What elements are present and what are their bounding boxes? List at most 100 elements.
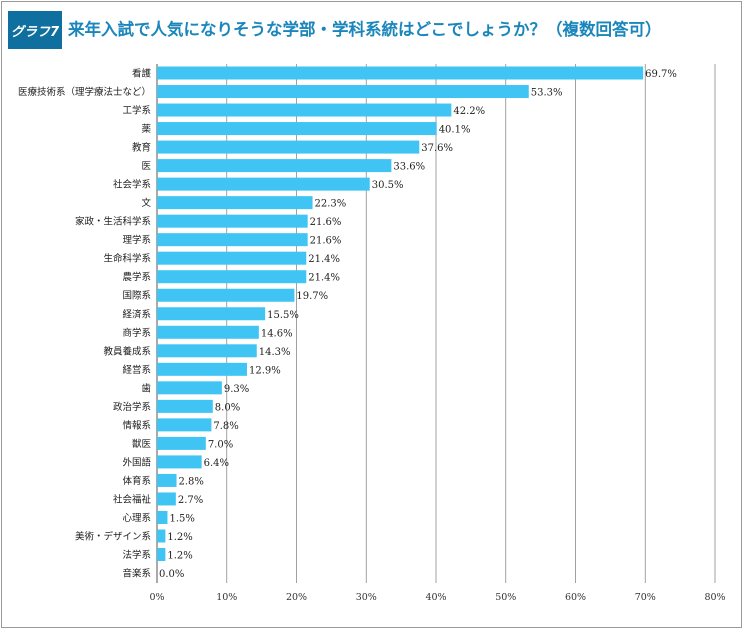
value-label: 21.4% xyxy=(308,254,340,265)
value-label: 69.7% xyxy=(645,69,677,80)
bar xyxy=(157,529,166,543)
bar xyxy=(157,510,168,524)
bar xyxy=(157,473,177,487)
category-label: 医 xyxy=(141,161,151,172)
value-label: 21.6% xyxy=(310,217,342,228)
x-tick-labels: 0% 10% 20% 30% 40% 50% 60% 70% 80% xyxy=(149,592,725,603)
value-label: 40.1% xyxy=(439,125,471,136)
category-label: 国際系 xyxy=(122,290,151,302)
bar xyxy=(157,122,437,136)
value-label: 1.2% xyxy=(167,551,192,562)
x-tick-label: 10% xyxy=(216,592,237,603)
category-label: 教育 xyxy=(132,142,151,154)
value-labels: 69.7% 53.3% 42.2% 40.1% 37.6% 33.6% 30.5% 22.3%… xyxy=(159,69,677,580)
bar xyxy=(157,103,452,117)
category-label: 商学系 xyxy=(122,327,151,339)
category-label: 経営系 xyxy=(122,364,151,376)
value-label: 22.3% xyxy=(315,199,347,210)
value-label: 6.4% xyxy=(204,458,229,469)
bars xyxy=(157,66,644,562)
category-label: 経済系 xyxy=(122,308,151,320)
value-label: 1.2% xyxy=(167,532,192,543)
category-label: 美術・デザイン系 xyxy=(75,531,151,543)
value-label: 0.0% xyxy=(159,569,184,580)
category-label: 体育系 xyxy=(122,475,151,487)
bar xyxy=(157,140,420,154)
value-label: 14.3% xyxy=(259,347,291,358)
bar xyxy=(157,159,392,173)
value-label: 33.6% xyxy=(393,162,425,173)
x-tick-label: 50% xyxy=(495,592,516,603)
bar xyxy=(157,85,529,99)
value-label: 21.4% xyxy=(308,273,340,284)
value-label: 1.5% xyxy=(169,513,194,524)
bar xyxy=(157,177,370,191)
x-tick-label: 60% xyxy=(565,592,586,603)
category-label: 理学系 xyxy=(122,234,151,246)
bar xyxy=(157,325,259,339)
bar xyxy=(157,233,308,247)
value-label: 12.9% xyxy=(249,365,281,376)
category-label: 法学系 xyxy=(122,549,151,561)
bar xyxy=(157,288,295,302)
value-label: 2.7% xyxy=(178,495,203,506)
category-label: 工学系 xyxy=(122,105,151,117)
category-label: 歯 xyxy=(141,382,151,394)
bar xyxy=(157,307,266,321)
value-label: 15.5% xyxy=(267,310,299,321)
category-label: 農学系 xyxy=(122,271,151,283)
bar xyxy=(157,455,202,469)
value-label: 53.3% xyxy=(531,88,563,99)
value-label: 37.6% xyxy=(421,143,453,154)
category-label: 教員養成系 xyxy=(103,345,151,357)
bar xyxy=(157,492,176,506)
bar xyxy=(157,214,308,228)
bar xyxy=(157,418,212,432)
x-tick-label: 30% xyxy=(356,592,377,603)
category-label: 心理系 xyxy=(122,513,151,524)
category-label: 獣医 xyxy=(132,438,152,450)
x-tick-label: 70% xyxy=(635,592,656,603)
bar xyxy=(157,362,247,376)
category-label: 薬 xyxy=(141,123,151,135)
bar xyxy=(157,381,222,395)
category-label: 社会福祉 xyxy=(113,493,152,505)
value-label: 8.0% xyxy=(215,402,240,413)
category-label: 社会学系 xyxy=(113,179,151,191)
x-tick-label: 40% xyxy=(425,592,446,603)
page-title: 来年入試で人気になりそうな学部・学科系統はどこでしょうか？（複数回答可） xyxy=(68,20,662,39)
bar xyxy=(157,66,644,80)
category-label: 外国語 xyxy=(122,456,151,468)
category-label: 文 xyxy=(141,197,151,209)
bar xyxy=(157,196,313,210)
value-label: 42.2% xyxy=(453,106,485,117)
value-label: 7.0% xyxy=(208,439,233,450)
bar xyxy=(157,399,213,413)
category-label: 音楽系 xyxy=(122,568,151,580)
bar xyxy=(157,251,307,265)
category-label: 医療技術系（理学療法士など） xyxy=(18,86,151,98)
category-label: 家政・生活科学系 xyxy=(75,216,151,228)
category-label: 政治学系 xyxy=(113,401,151,413)
bar xyxy=(157,270,307,284)
value-label: 19.7% xyxy=(296,291,328,302)
value-label: 14.6% xyxy=(261,328,293,339)
bar xyxy=(157,548,166,562)
graph-badge: グラフ7 xyxy=(8,11,62,49)
bar xyxy=(157,344,257,358)
category-label: 情報系 xyxy=(122,419,151,431)
value-label: 30.5% xyxy=(372,180,404,191)
value-label: 7.8% xyxy=(213,421,238,432)
x-tick-label: 0% xyxy=(149,592,164,603)
category-label: 看護 xyxy=(132,68,152,80)
value-label: 2.8% xyxy=(179,476,204,487)
x-tick-label: 20% xyxy=(286,592,307,603)
category-label: 生命科学系 xyxy=(103,253,151,265)
x-tick-label: 80% xyxy=(704,592,725,603)
bar xyxy=(157,436,206,450)
value-label: 9.3% xyxy=(224,384,249,395)
value-label: 21.6% xyxy=(310,236,342,247)
